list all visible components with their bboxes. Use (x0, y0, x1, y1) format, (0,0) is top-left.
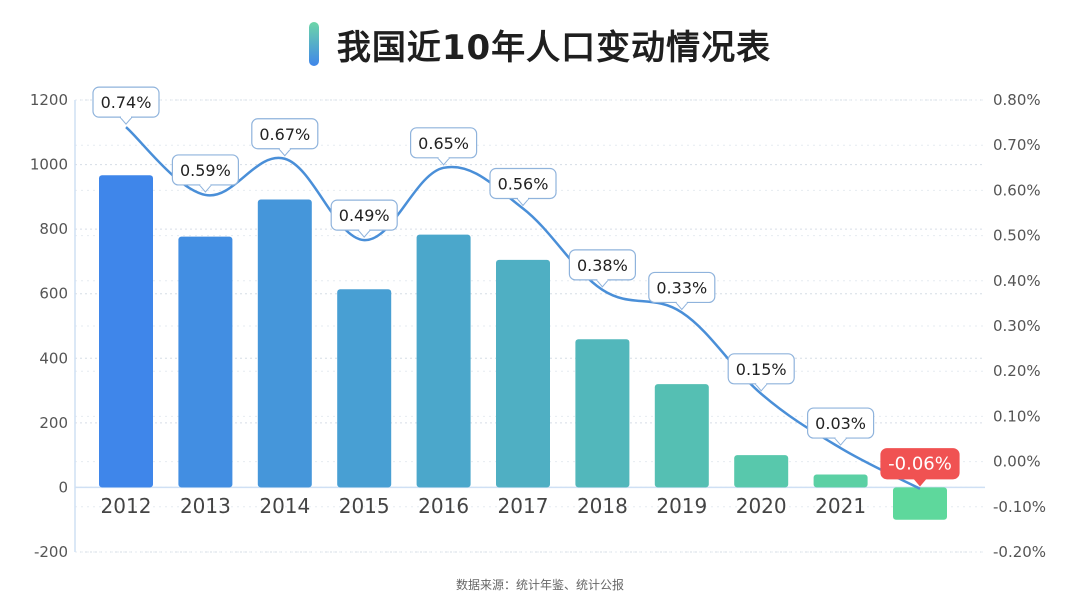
left-axis-tick-label: 200 (39, 414, 68, 432)
right-axis-tick-label: 0.60% (993, 181, 1041, 199)
data-label-pointer (675, 302, 689, 311)
x-tick-label: 2017 (498, 494, 549, 518)
chart-title-text: 我国近10年人口变动情况表 (336, 27, 772, 68)
right-axis-tick-label: 0.00% (993, 453, 1041, 471)
bar (654, 384, 709, 488)
right-axis-tick-label: -0.20% (993, 543, 1046, 561)
right-axis-tick-label: 0.70% (993, 136, 1041, 154)
data-label-pointer (199, 184, 212, 193)
data-label: 0.33% (656, 278, 707, 297)
data-label: 0.56% (498, 174, 549, 193)
left-axis-tick-label: 400 (39, 349, 68, 367)
right-axis-tick-label: 0.80% (993, 91, 1041, 109)
bar (575, 339, 630, 488)
left-axis-tick-label: 1000 (30, 156, 68, 174)
chart-title: 我国近10年人口变动情况表 (0, 14, 1080, 74)
right-axis-tick-label: -0.10% (993, 498, 1046, 516)
bar (178, 236, 233, 488)
data-label: 0.59% (180, 161, 231, 180)
data-label: -0.06% (888, 454, 952, 475)
bar (257, 199, 312, 488)
left-axis-tick-label: -200 (34, 543, 68, 561)
x-tick-label: 2016 (418, 494, 469, 518)
data-label-pointer (754, 383, 768, 392)
x-tick-label: 2014 (259, 494, 310, 518)
data-label: 0.03% (815, 414, 866, 433)
bar (99, 175, 153, 488)
data-label-pointer (913, 478, 927, 487)
data-label-pointer (834, 437, 847, 446)
bar (337, 289, 392, 488)
growth-rate-line (125, 126, 921, 490)
x-tick-label: 2021 (815, 494, 866, 518)
data-label-pointer (516, 198, 530, 207)
right-axis-tick-label: 0.30% (993, 317, 1041, 335)
bar (416, 234, 471, 488)
data-label: 0.67% (259, 125, 310, 144)
data-label-pointer (119, 116, 133, 125)
left-axis-tick-label: 0 (58, 478, 68, 496)
x-tick-label: 2013 (180, 494, 231, 518)
data-label: 0.49% (339, 206, 390, 225)
x-tick-label: 2015 (339, 494, 390, 518)
x-tick-label: 2012 (101, 494, 152, 518)
data-label: 0.15% (736, 360, 787, 379)
data-label-pointer (596, 279, 609, 288)
data-label: 0.74% (101, 93, 152, 112)
data-label: 0.65% (418, 134, 469, 153)
bar (734, 455, 789, 488)
right-axis-tick-label: 0.20% (993, 362, 1041, 380)
source-note: 数据来源：统计年鉴、统计公报 (455, 578, 624, 592)
left-axis-tick-label: 800 (39, 220, 68, 238)
x-tick-label: 2020 (736, 494, 787, 518)
right-axis-tick-label: 0.50% (993, 227, 1041, 245)
data-label-pointer (357, 229, 371, 238)
bar (893, 487, 947, 520)
right-axis-tick-label: 0.10% (993, 407, 1041, 425)
right-axis-tick-label: 0.40% (993, 272, 1041, 290)
x-tick-label: 2018 (577, 494, 628, 518)
x-tick-label: 2019 (656, 494, 707, 518)
bar (496, 259, 550, 488)
data-label-pointer (278, 148, 292, 157)
left-axis-tick-label: 1200 (30, 91, 68, 109)
title-accent-bar (308, 22, 319, 66)
bar (813, 474, 868, 488)
data-label: 0.38% (577, 256, 628, 275)
left-axis-tick-label: 600 (39, 285, 68, 303)
data-label-pointer (437, 157, 450, 166)
